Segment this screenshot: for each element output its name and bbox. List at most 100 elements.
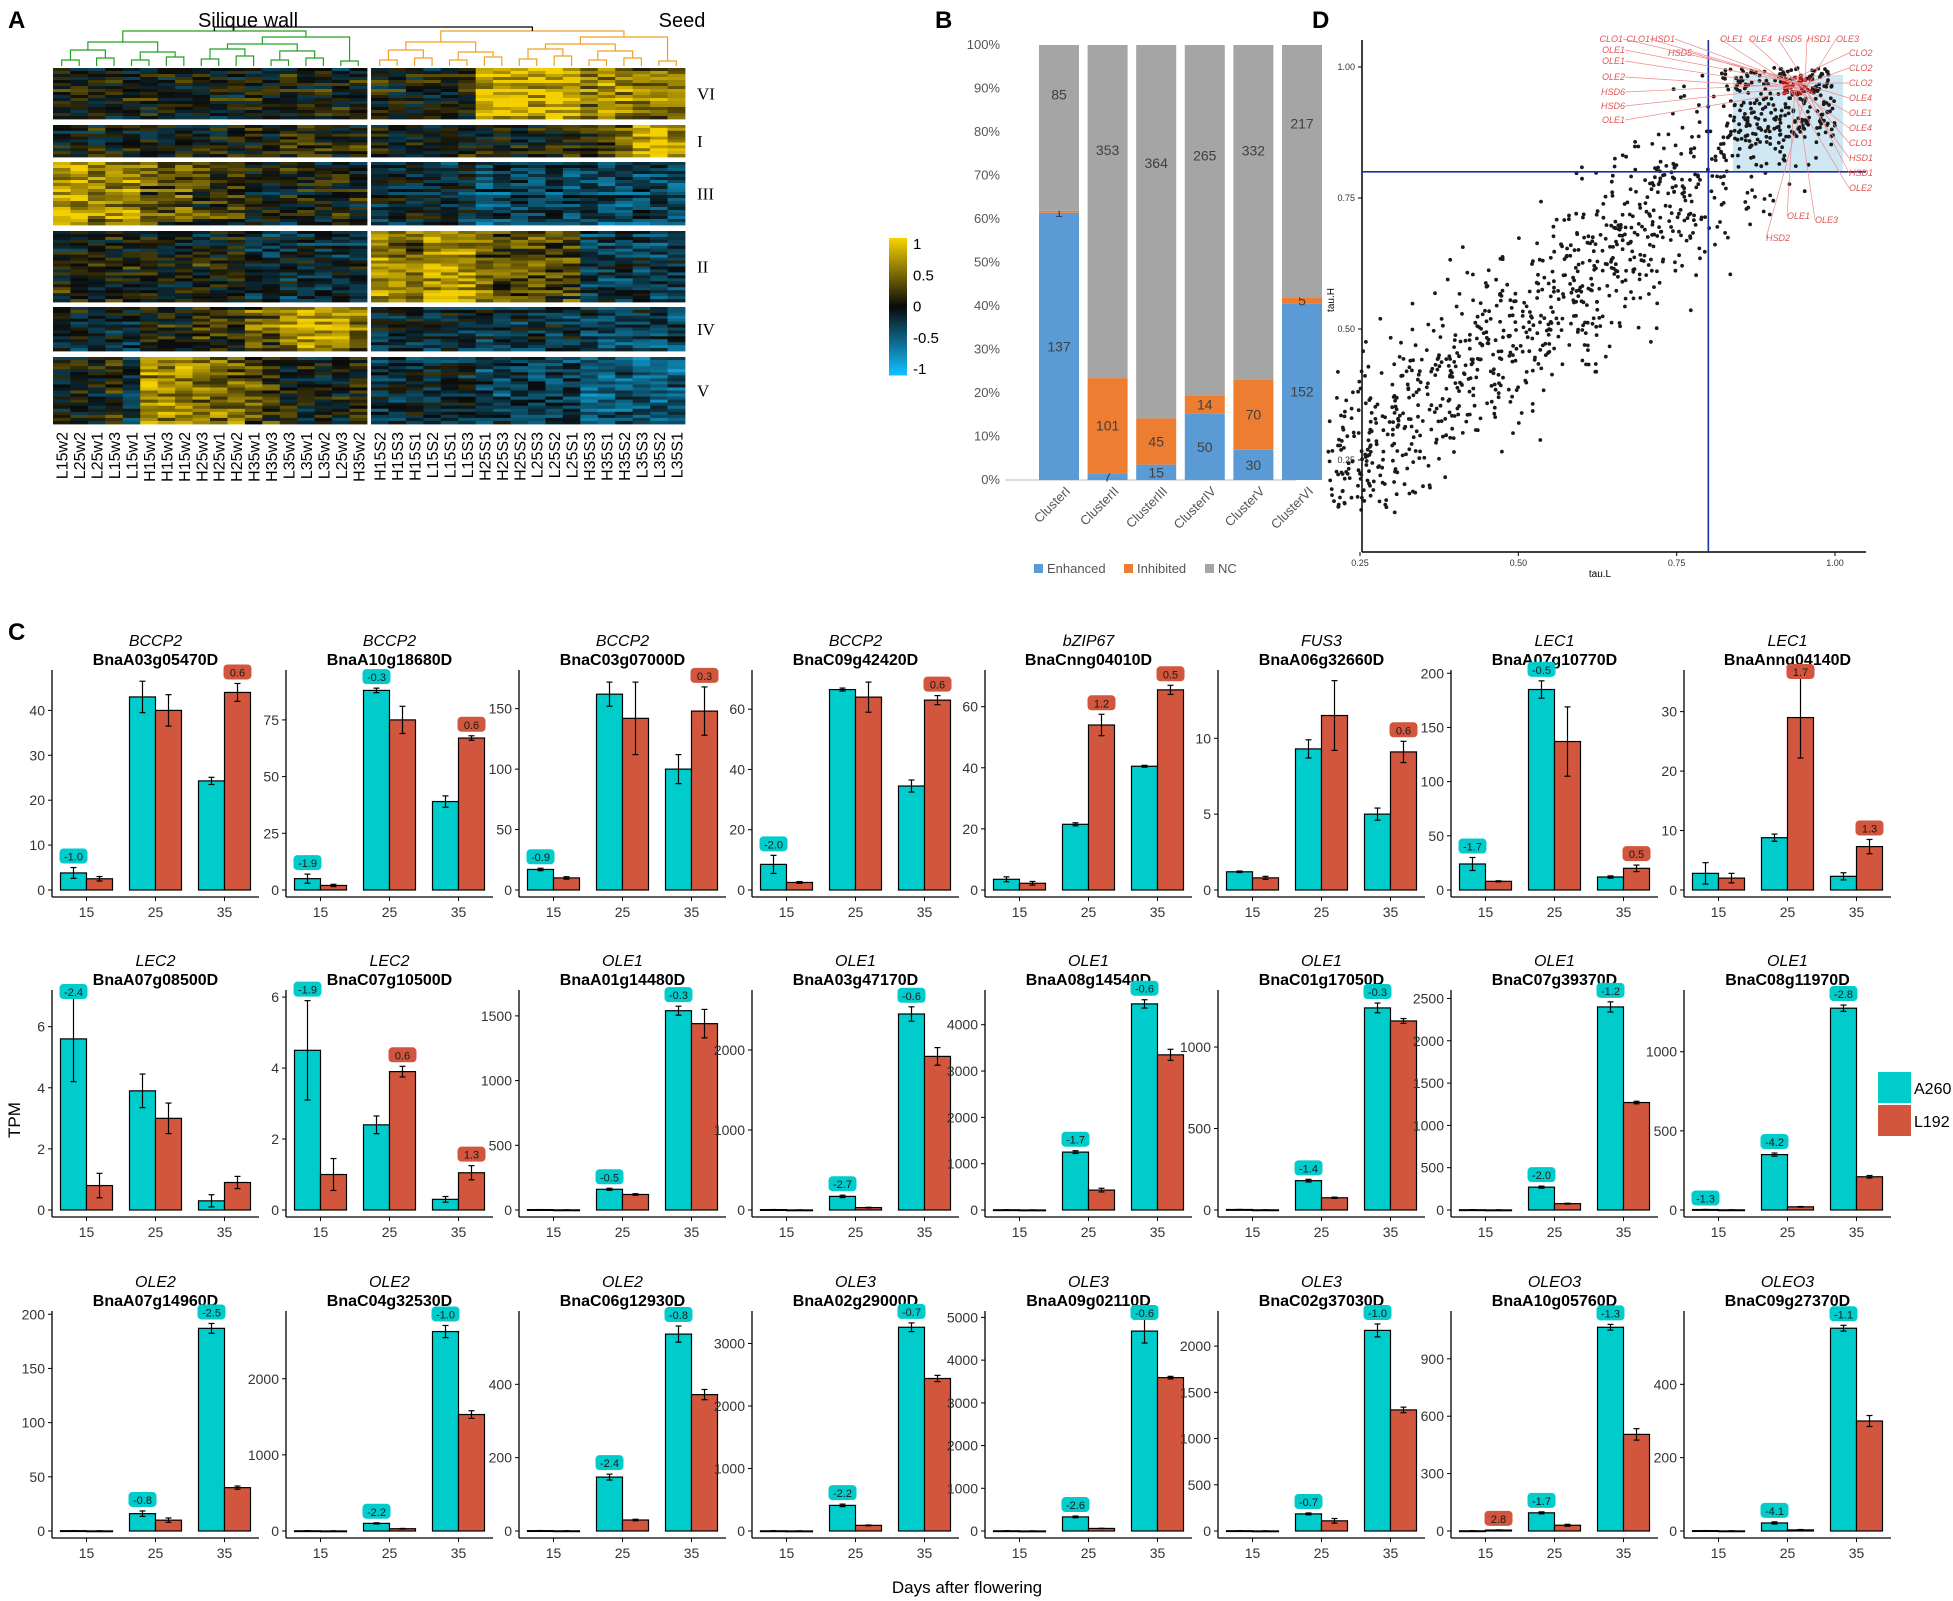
heatmap-cell — [105, 348, 124, 352]
heatmap-cell — [70, 189, 89, 193]
heatmap-cell — [545, 299, 564, 303]
heatmap-cell — [105, 98, 124, 102]
heatmap-cell — [157, 130, 176, 135]
heatmap-cell — [53, 133, 71, 138]
heatmap-cell — [87, 239, 106, 244]
heatmap-cell — [210, 213, 228, 217]
heatmap-cell — [650, 393, 668, 397]
heatmap-cell — [493, 127, 511, 132]
heatmap-cell — [405, 110, 424, 114]
scatter-point — [1520, 309, 1525, 314]
heatmap-cell — [580, 369, 599, 373]
heatmap-cell — [458, 180, 477, 184]
heatmap-cell — [388, 130, 407, 135]
heatmap-cell — [262, 278, 281, 282]
heatmap-cell — [210, 414, 228, 419]
heatmap-cell — [545, 92, 564, 96]
heatmap-column-label: H15w2 — [177, 432, 194, 482]
scatter-point — [1448, 368, 1453, 373]
heatmap-cell — [545, 345, 564, 349]
heatmap-cell — [244, 339, 263, 343]
heatmap-cell — [440, 242, 459, 247]
heatmap-cell — [297, 201, 316, 205]
heatmap-cell — [70, 125, 89, 129]
heatmap-cell — [423, 198, 442, 202]
scatter-point — [1404, 369, 1409, 374]
heatmap-cell — [227, 127, 246, 132]
heatmap-cell — [244, 116, 263, 120]
stacked-segment-enhanced — [1233, 449, 1274, 480]
heatmap-cell — [105, 263, 124, 267]
heatmap-cell — [597, 107, 616, 111]
heatmap-cell — [597, 86, 616, 90]
heatmap-cell — [53, 266, 71, 270]
heatmap-cell — [175, 339, 193, 343]
heatmap-cell — [53, 378, 71, 382]
heatmap-cell — [279, 275, 298, 279]
heatmap-cell — [87, 342, 106, 346]
heatmap-cell — [423, 384, 442, 388]
scatter-point — [1498, 319, 1502, 324]
heatmap-cell — [423, 260, 442, 264]
heatmap-cell — [157, 104, 176, 108]
heatmap-cell — [227, 336, 246, 340]
dendrogram-link — [96, 57, 115, 66]
heatmap-cell — [423, 222, 442, 226]
scatter-point — [1496, 349, 1501, 354]
heatmap-cell — [440, 165, 459, 169]
heatmap-cell — [528, 266, 546, 270]
scatter-point — [1414, 390, 1419, 395]
heatmap-cell — [632, 198, 651, 202]
heatmap-cell — [388, 204, 407, 208]
heatmap-legend-swatch — [889, 276, 907, 280]
heatmap-cell — [140, 165, 159, 169]
heatmap-cell — [597, 348, 616, 352]
scatter-point — [1743, 200, 1748, 204]
scatter-point — [1780, 145, 1784, 150]
heatmap-cell — [87, 333, 106, 337]
scatter-point — [1752, 110, 1756, 114]
heatmap-cell — [262, 80, 281, 84]
heatmap-cell — [562, 357, 581, 361]
heatmap-cell — [70, 293, 89, 297]
heatmap-cell — [493, 130, 511, 135]
heatmap-cell — [475, 189, 494, 193]
heatmap-cell — [388, 216, 407, 220]
heatmap-cluster-label: I — [697, 132, 703, 151]
heatmap-cell — [405, 260, 424, 264]
heatmap-cell — [87, 284, 106, 288]
heatmap-cell — [632, 130, 651, 135]
heatmap-cell — [279, 207, 298, 211]
heatmap-cell — [545, 254, 564, 259]
heatmap-cell — [528, 101, 546, 105]
heatmap-cell — [157, 177, 176, 181]
scatter-point — [1368, 396, 1373, 401]
heatmap-cell — [440, 387, 459, 391]
heatmap-cell — [493, 309, 511, 314]
heatmap-cell — [545, 110, 564, 114]
scatter-point — [1408, 417, 1413, 421]
heatmap-cell — [562, 133, 581, 138]
heatmap-cell — [475, 402, 494, 407]
heatmap-cell — [423, 145, 442, 149]
scatter-point — [1518, 344, 1523, 348]
heatmap-cell — [157, 393, 176, 397]
heatmap-cell — [262, 348, 281, 352]
heatmap-cell — [615, 251, 634, 256]
heatmap-cell — [210, 290, 228, 294]
heatmap-cell — [140, 92, 159, 96]
scatter-point — [1773, 78, 1777, 83]
heatmap-cell — [53, 74, 71, 78]
heatmap-column-label: L25S1 — [565, 432, 582, 478]
heatmap-cell — [175, 333, 193, 337]
heatmap-cell — [140, 408, 159, 413]
stacked-data-label: 14 — [1197, 397, 1213, 413]
heatmap-cell — [667, 408, 686, 413]
heatmap-cell — [423, 74, 442, 78]
heatmap-cell — [227, 233, 246, 238]
heatmap-cell — [87, 312, 106, 317]
heatmap-cell — [371, 101, 389, 105]
heatmap-cell — [371, 293, 389, 297]
heatmap-cell — [528, 254, 546, 259]
heatmap-cell — [175, 414, 193, 419]
